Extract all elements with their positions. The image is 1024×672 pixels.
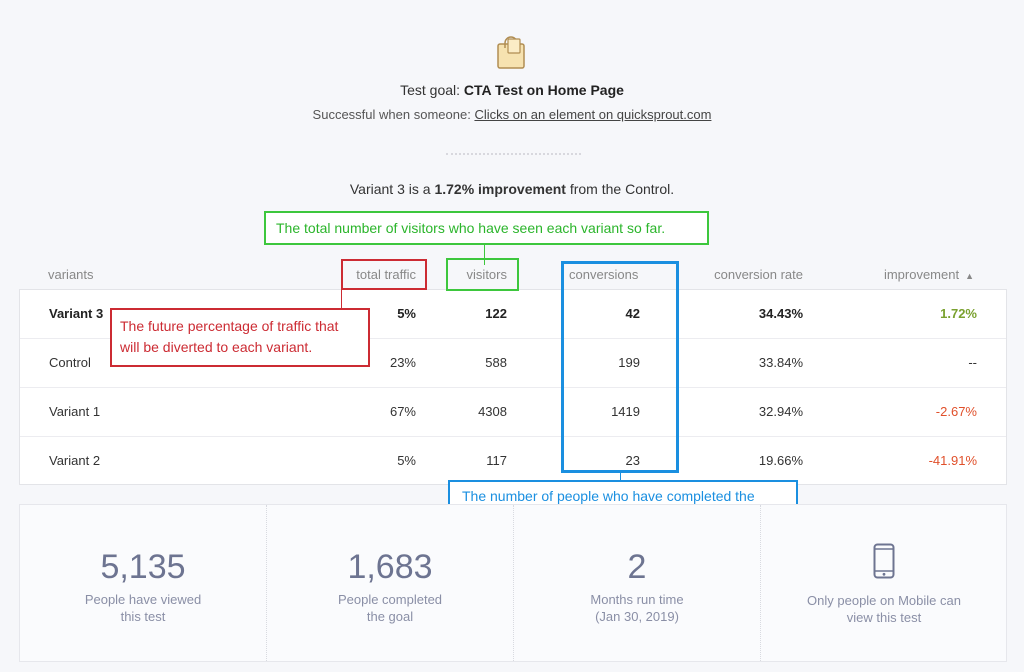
conversions-callout-connector	[620, 472, 621, 481]
table-row[interactable]: Variant 2 5% 117 23 19.66% -41.91%	[20, 436, 1006, 485]
improvement-summary: Variant 3 is a 1.72% improvement from th…	[0, 181, 1024, 197]
sort-ascending-icon: ▲	[965, 271, 974, 281]
stat-views-label-2: this test	[120, 609, 166, 624]
variant-name: Variant 2	[49, 453, 101, 468]
conversion-rate-cell: 32.94%	[758, 404, 803, 419]
col-header-improvement[interactable]: improvement ▲	[850, 267, 974, 282]
improvement-cell: -41.91%	[928, 453, 977, 468]
stat-runtime: 2 Months run time (Jan 30, 2019)	[514, 505, 760, 661]
table-row[interactable]: Control 23% 588 199 33.84% --	[20, 338, 1006, 387]
traffic-cell: 5%	[397, 306, 416, 321]
visitors-callout-connector	[484, 245, 485, 265]
traffic-cell: 23%	[389, 355, 416, 370]
stats-divider	[266, 505, 267, 661]
col-header-variants[interactable]: variants	[48, 267, 94, 282]
stat-completions-label-1: People completed	[337, 592, 443, 607]
variant-name: Control	[49, 355, 91, 370]
stat-views-label-1: People have viewed	[84, 592, 202, 607]
traffic-cell: 5%	[397, 453, 416, 468]
variant-name: Variant 3	[49, 306, 104, 321]
visitors-cell: 122	[485, 306, 507, 321]
visitors-callout: The total number of visitors who have se…	[264, 211, 709, 245]
table-row[interactable]: Variant 1 67% 4308 1419 32.94% -2.67%	[20, 387, 1006, 436]
variant-name: Variant 1	[49, 404, 101, 419]
conversion-rate-cell: 34.43%	[758, 306, 803, 321]
mobile-phone-icon	[873, 543, 895, 579]
table-row[interactable]: Variant 3 5% 122 42 34.43% 1.72%	[20, 290, 1006, 338]
summary-improvement: 1.72% improvement	[434, 181, 566, 197]
test-goal-prefix: Test goal:	[400, 82, 461, 98]
summary-suffix: from the Control.	[569, 181, 675, 197]
traffic-callout-connector	[341, 290, 342, 308]
col-header-improvement-label: improvement	[883, 267, 960, 282]
stat-views: 5,135 People have viewed this test	[20, 505, 266, 661]
summary-variant: Variant 3	[349, 181, 405, 197]
success-criteria: Successful when someone: Clicks on an el…	[0, 107, 1024, 122]
improvement-cell: --	[968, 355, 977, 370]
stat-completions-label-2: the goal	[366, 609, 414, 624]
conversion-rate-cell: 33.84%	[758, 355, 803, 370]
summary-is-a: is a	[408, 181, 431, 197]
conversions-cell: 42	[625, 306, 640, 321]
improvement-cell: 1.72%	[940, 306, 977, 321]
conversions-cell: 199	[618, 355, 640, 370]
stat-device: Only people on Mobile can view this test	[761, 505, 1007, 661]
stat-runtime-label-2: (Jan 30, 2019)	[595, 609, 679, 624]
conversion-rate-cell: 19.66%	[758, 453, 803, 468]
stat-runtime-label-1: Months run time	[590, 592, 684, 607]
test-goal-name: CTA Test on Home Page	[463, 82, 624, 98]
improvement-cell: -2.67%	[935, 404, 977, 419]
success-prefix: Successful when someone:	[312, 107, 471, 122]
col-header-conversion-rate[interactable]: conversion rate	[714, 267, 803, 282]
stat-completions: 1,683 People completed the goal	[267, 505, 513, 661]
shopping-bag-icon	[497, 36, 525, 69]
conversions-cell: 23	[625, 453, 640, 468]
conversions-cell: 1419	[611, 404, 640, 419]
stats-divider	[760, 505, 761, 661]
traffic-callout: The future percentage of traffic that wi…	[110, 308, 370, 367]
divider	[446, 153, 581, 155]
visitors-cell: 117	[486, 453, 507, 468]
visitors-cell: 4308	[478, 404, 507, 419]
visitors-cell: 588	[485, 355, 507, 370]
stat-device-label-2: view this test	[846, 610, 922, 625]
stat-views-value: 5,135	[100, 548, 186, 586]
col-header-total-traffic[interactable]: total traffic	[356, 267, 416, 282]
stat-device-label-1: Only people on Mobile can	[807, 593, 961, 608]
traffic-cell: 67%	[389, 404, 416, 419]
success-criteria-link[interactable]: Clicks on an element on quicksprout.com	[474, 107, 712, 122]
test-goal: Test goal: CTA Test on Home Page	[0, 82, 1024, 98]
stats-divider	[513, 505, 514, 661]
stat-runtime-value: 2	[627, 548, 647, 586]
col-header-conversions[interactable]: conversions	[569, 267, 639, 282]
col-header-visitors[interactable]: visitors	[466, 267, 507, 282]
stat-completions-value: 1,683	[347, 548, 433, 586]
